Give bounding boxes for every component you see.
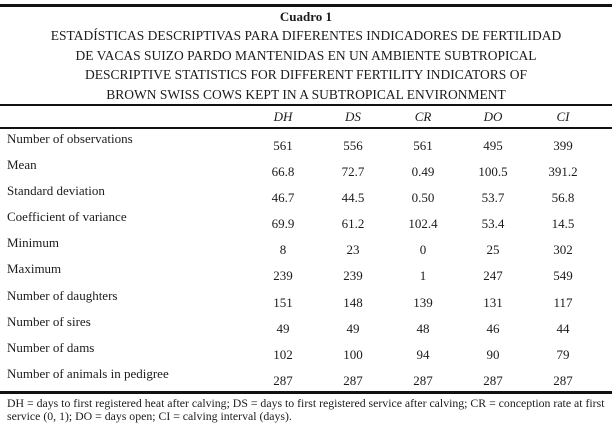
cell-value: 148 <box>343 294 363 310</box>
cell-value: 49 <box>276 320 290 336</box>
row-label: Number of dams <box>7 340 95 355</box>
cell-value: 302 <box>553 242 573 258</box>
cell-value: 90 <box>486 347 500 362</box>
table-row: Standard deviation 46.7 44.5 0.50 53.7 56.8 <box>0 181 612 207</box>
cell-value: 79 <box>556 347 570 362</box>
row-label: Mean <box>7 156 37 172</box>
cell-value: 49 <box>346 320 360 336</box>
row-label: Number of sires <box>7 313 91 329</box>
cell-value: 561 <box>273 137 293 153</box>
table-row: Coefficient of variance 69.9 61.2 102.4 53.4… <box>0 207 612 233</box>
table-title-line: DE VACAS SUIZO PARDO MANTENIDAS EN UN AM… <box>75 47 537 63</box>
rule-top <box>0 4 612 7</box>
cell-value: 48 <box>416 320 430 336</box>
cell-value: 102 <box>273 347 293 362</box>
cell-value: 100.5 <box>478 163 508 179</box>
table-title-line: DESCRIPTIVE STATISTICS FOR DIFFERENT FER… <box>85 67 527 82</box>
table-title-line: ESTADÍSTICAS DESCRIPTIVAS PARA DIFERENTE… <box>50 28 562 43</box>
table-title: ESTADÍSTICAS DESCRIPTIVAS PARA DIFERENTE… <box>0 26 612 104</box>
row-label: Number of animals in pedigree <box>7 366 169 382</box>
cell-value: 561 <box>413 137 433 153</box>
paper-table-cuadro-1: Cuadro 1 ESTADÍSTICAS DESCRIPTIVAS PARA … <box>0 4 612 429</box>
cell-value: 239 <box>273 268 293 284</box>
header-row: DH DS CR DO CI <box>0 106 612 127</box>
cell-value: 131 <box>483 294 503 310</box>
rule-below-header <box>0 126 612 129</box>
table-caption: Cuadro 1 <box>279 9 333 24</box>
cell-value: 287 <box>483 373 503 389</box>
cell-value: 1 <box>419 268 427 284</box>
cell-value: 287 <box>553 373 573 389</box>
cell-value: 25 <box>486 242 500 258</box>
cell-value: 287 <box>343 373 363 389</box>
table-body: Number of observations 561 556 561 495 399 Mea… <box>0 129 612 391</box>
cell-value: 53.4 <box>481 216 505 232</box>
cell-value: 69.9 <box>271 216 295 232</box>
table-row: Number of observations 561 556 561 495 399 <box>0 129 612 155</box>
cell-value: 0 <box>419 242 427 258</box>
cell-value: 94 <box>416 347 430 362</box>
cell-value: 61.2 <box>341 216 365 232</box>
table-row: Mean 66.8 72.7 0.49 100.5 391.2 <box>0 155 612 181</box>
cell-value: 495 <box>483 137 503 153</box>
cell-value: 287 <box>413 373 433 389</box>
cell-value: 0.49 <box>411 163 435 179</box>
table-row: Minimum 8 23 0 25 302 <box>0 233 612 259</box>
cell-value: 556 <box>343 137 363 153</box>
row-label: Standard deviation <box>7 182 105 198</box>
cell-value: 44 <box>556 320 570 336</box>
cell-value: 56.8 <box>551 189 575 205</box>
cell-value: 139 <box>413 294 433 310</box>
table-row: Number of sires 49 49 48 46 44 <box>0 312 612 338</box>
header-spacer <box>7 106 248 127</box>
cell-value: 66.8 <box>271 163 295 179</box>
row-label: Number of observations <box>7 130 133 146</box>
cell-value: 151 <box>273 294 293 310</box>
table-title-line: BROWN SWISS COWS KEPT IN A SUBTROPICAL E… <box>106 86 506 102</box>
column-header: CI <box>556 108 570 124</box>
table-footnote: DH = days to first registered heat after… <box>7 395 605 423</box>
cell-value: 0.50 <box>411 189 435 205</box>
rule-bottom <box>0 390 612 394</box>
table-row: Maximum 239 239 1 247 549 <box>0 259 612 285</box>
table-row: Number of daughters 151 148 139 131 117 <box>0 286 612 312</box>
table-row: Number of dams 102 100 94 90 79 <box>0 338 612 364</box>
table-row: Number of animals in pedigree 287 287 287 28… <box>0 364 612 390</box>
cell-value: 549 <box>553 268 573 284</box>
column-header: DH <box>273 108 293 124</box>
column-header: DS <box>345 108 361 124</box>
column-header: CR <box>414 108 432 124</box>
cell-value: 8 <box>279 242 287 258</box>
cell-value: 100 <box>343 347 363 362</box>
cell-value: 14.5 <box>551 216 575 232</box>
row-label: Coefficient of variance <box>7 209 127 225</box>
cell-value: 72.7 <box>341 163 365 179</box>
row-label: Minimum <box>7 235 60 251</box>
cell-value: 239 <box>343 268 363 284</box>
row-label: Number of daughters <box>7 287 118 303</box>
cell-value: 53.7 <box>481 189 505 205</box>
cell-value: 287 <box>273 373 293 389</box>
column-header: DO <box>483 108 503 124</box>
cell-value: 117 <box>553 294 573 310</box>
cell-value: 399 <box>553 137 573 153</box>
cell-value: 44.5 <box>341 189 365 205</box>
cell-value: 23 <box>346 242 360 258</box>
cell-value: 102.4 <box>408 216 438 232</box>
cell-value: 46.7 <box>271 189 295 205</box>
rule-below-title <box>0 104 612 106</box>
row-label: Maximum <box>7 261 62 277</box>
cell-value: 46 <box>486 320 500 336</box>
cell-value: 391.2 <box>548 163 578 179</box>
cell-value: 247 <box>483 268 503 284</box>
